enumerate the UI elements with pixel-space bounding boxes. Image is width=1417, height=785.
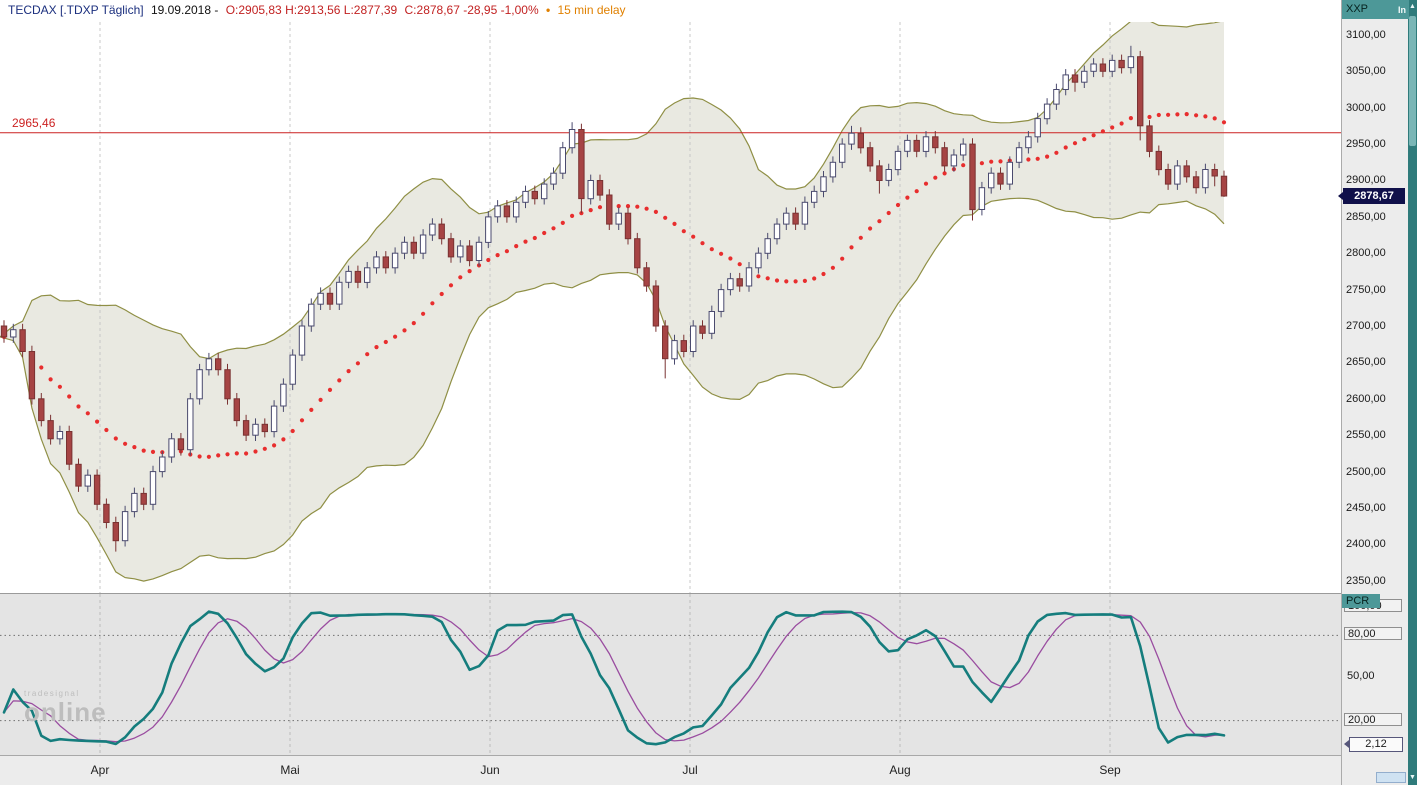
watermark-logo-text: online bbox=[24, 697, 107, 727]
symbol-title: TECDAX [.TDXP Täglich] bbox=[8, 3, 144, 17]
scrollbar-up-icon[interactable]: ▲ bbox=[1409, 3, 1416, 10]
quote-close-change: C:2878,67 -28,95 -1,00% bbox=[404, 3, 539, 17]
price-axis-tick: 2350,00 bbox=[1346, 574, 1386, 587]
watermark: tradesignal online bbox=[24, 689, 107, 727]
price-axis-tick: 2850,00 bbox=[1346, 210, 1386, 223]
price-axis-tick: 3100,00 bbox=[1346, 28, 1386, 41]
info-icon[interactable]: In bbox=[1398, 5, 1406, 15]
oscillator-level-label: 80,00 bbox=[1344, 627, 1402, 641]
price-axis-tick: 2800,00 bbox=[1346, 247, 1386, 260]
price-chart[interactable] bbox=[0, 22, 1341, 593]
price-axis-tick: 2550,00 bbox=[1346, 429, 1386, 442]
oscillator-level-label: 20,00 bbox=[1344, 712, 1402, 726]
price-axis-tick: 2950,00 bbox=[1346, 138, 1386, 151]
x-axis-month-label: Mai bbox=[280, 763, 300, 777]
price-axis-tick: 2750,00 bbox=[1346, 283, 1386, 296]
x-axis-month-label: Jun bbox=[480, 763, 500, 777]
horizontal-line-label: 2965,46 bbox=[12, 115, 56, 130]
vertical-scrollbar[interactable]: ▲ ▼ bbox=[1408, 0, 1417, 785]
price-axis-tick: 2600,00 bbox=[1346, 392, 1386, 405]
price-axis-tick: 2400,00 bbox=[1346, 538, 1386, 551]
scrollbar-down-icon[interactable]: ▼ bbox=[1409, 774, 1416, 781]
chart-header: TECDAX [.TDXP Täglich] 19.09.2018 - O:29… bbox=[0, 0, 1341, 22]
price-axis-tick: 3000,00 bbox=[1346, 101, 1386, 114]
stochastic-panel[interactable] bbox=[0, 593, 1341, 756]
quote-date: 19.09.2018 - bbox=[150, 3, 219, 17]
tab-tdxp[interactable]: XXP In bbox=[1342, 0, 1409, 19]
quote-ohl: O:2905,83 H:2913,56 L:2877,39 bbox=[225, 3, 398, 17]
scrollbar-thumb[interactable] bbox=[1409, 16, 1416, 146]
oscillator-level-label: 50,00 bbox=[1347, 670, 1375, 682]
oscillator-value-tag: 2,12 bbox=[1344, 736, 1403, 752]
x-axis-month-label: Aug bbox=[889, 763, 911, 777]
tab-pcr-indicator[interactable]: PCR bbox=[1342, 594, 1380, 608]
current-price-tag: 2878,67 bbox=[1338, 187, 1405, 204]
x-axis[interactable]: Apr Mai Jun Jul Aug Sep bbox=[0, 755, 1341, 785]
scroll-corner[interactable] bbox=[1376, 772, 1406, 783]
delay-bullet-icon: • bbox=[545, 3, 551, 17]
price-axis-tick: 3050,00 bbox=[1346, 65, 1386, 78]
price-axis[interactable]: XXP In PCR 2878,67 2,12 3100,00 3050,00 30… bbox=[1338, 0, 1409, 785]
price-axis-tick: 2650,00 bbox=[1346, 356, 1386, 369]
x-axis-month-label: Sep bbox=[1099, 763, 1121, 777]
tab-tdxp-label: XXP bbox=[1346, 3, 1369, 15]
delay-note: 15 min delay bbox=[557, 3, 626, 17]
price-axis-tick: 2900,00 bbox=[1346, 174, 1386, 187]
x-axis-month-label: Apr bbox=[90, 763, 110, 777]
price-axis-tick: 2500,00 bbox=[1346, 465, 1386, 478]
price-axis-tick: 2450,00 bbox=[1346, 501, 1386, 514]
x-axis-month-label: Jul bbox=[682, 763, 698, 777]
price-axis-tick: 2700,00 bbox=[1346, 320, 1386, 332]
watermark-small-text: tradesignal bbox=[24, 689, 80, 698]
